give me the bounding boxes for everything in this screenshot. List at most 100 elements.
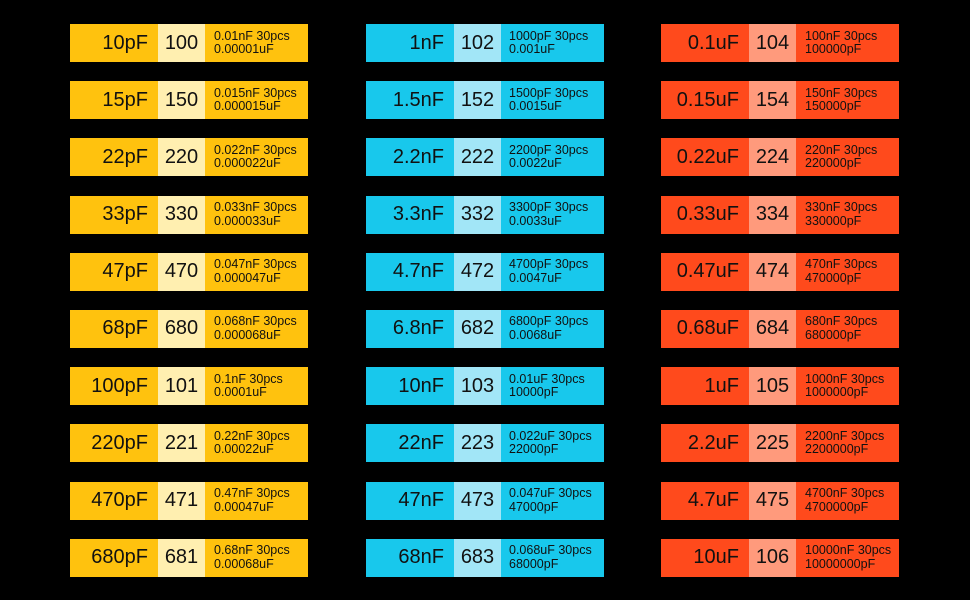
capacitor-row: 0.47uF 474 470nF 30pcs 470000pF — [661, 252, 899, 291]
capacitor-description: 680nF 30pcs 680000pF — [796, 309, 899, 348]
description-line-1: 10000nF 30pcs — [805, 543, 892, 558]
description-line-1: 150nF 30pcs — [805, 85, 878, 100]
capacitance-value: 33pF — [70, 195, 158, 234]
capacitor-code: 334 — [749, 195, 796, 234]
capacitor-description: 1500pF 30pcs 0.0015uF — [501, 81, 604, 120]
capacitor-code: 684 — [749, 309, 796, 348]
description-line-1: 0.047uF 30pcs — [509, 486, 592, 500]
capacitor-row: 68nF 683 0.068uF 30pcs 68000pF — [366, 538, 604, 577]
capacitor-code: 154 — [749, 81, 796, 120]
description-line-2: 330000pF — [805, 213, 862, 228]
capacitor-description: 0.01nF 30pcs 0.00001uF — [205, 24, 308, 62]
capacitor-code: 102 — [454, 24, 501, 62]
capacitance-value: 0.47uF — [661, 252, 749, 291]
capacitance-value: 68nF — [366, 538, 454, 577]
capacitor-code: 221 — [158, 424, 205, 463]
capacitor-row: 0.22uF 224 220nF 30pcs 220000pF — [661, 138, 899, 177]
capacitor-description: 1000pF 30pcs 0.001uF — [501, 24, 604, 62]
capacitor-code: 475 — [749, 481, 796, 520]
capacitor-column: 0.1uF 104 100nF 30pcs 100000pF 0.15uF 154 150n… — [661, 24, 899, 596]
capacitor-description: 6800pF 30pcs 0.0068uF — [501, 309, 604, 348]
capacitor-code: 470 — [158, 252, 205, 291]
capacitor-description: 0.022nF 30pcs 0.000022uF — [205, 138, 308, 177]
description-line-2: 2200000pF — [805, 442, 869, 457]
capacitor-row: 6.8nF 682 6800pF 30pcs 0.0068uF — [366, 309, 604, 348]
description-line-1: 220nF 30pcs — [805, 142, 878, 157]
description-line-2: 0.001uF — [509, 42, 555, 56]
description-line-2: 0.00047uF — [214, 499, 274, 514]
capacitor-description: 4700pF 30pcs 0.0047uF — [501, 252, 604, 291]
description-line-2: 0.00022uF — [214, 442, 274, 457]
capacitor-description: 3300pF 30pcs 0.0033uF — [501, 195, 604, 234]
capacitance-value: 10uF — [661, 538, 749, 577]
capacitor-row: 0.1uF 104 100nF 30pcs 100000pF — [661, 24, 899, 62]
capacitor-code: 683 — [454, 538, 501, 577]
capacitor-row: 22nF 223 0.022uF 30pcs 22000pF — [366, 424, 604, 463]
description-line-1: 0.68nF 30pcs — [214, 543, 290, 558]
capacitor-row: 220pF 221 0.22nF 30pcs 0.00022uF — [70, 424, 308, 463]
description-line-1: 0.1nF 30pcs — [214, 371, 283, 386]
capacitor-row: 10uF 106 10000nF 30pcs 10000000pF — [661, 538, 899, 577]
capacitance-value: 220pF — [70, 424, 158, 463]
description-line-1: 2200nF 30pcs — [805, 428, 885, 443]
capacitance-value: 22nF — [366, 424, 454, 463]
capacitor-code: 223 — [454, 424, 501, 463]
capacitor-row: 0.33uF 334 330nF 30pcs 330000pF — [661, 195, 899, 234]
capacitor-code: 472 — [454, 252, 501, 291]
capacitor-code: 106 — [749, 538, 796, 577]
capacitor-description: 0.015nF 30pcs 0.000015uF — [205, 81, 308, 120]
description-line-2: 470000pF — [805, 270, 862, 285]
capacitance-value: 0.15uF — [661, 81, 749, 120]
description-line-2: 4700000pF — [805, 499, 869, 514]
description-line-1: 0.01nF 30pcs — [214, 28, 290, 43]
capacitance-value: 47pF — [70, 252, 158, 291]
capacitance-value: 22pF — [70, 138, 158, 177]
capacitor-code: 152 — [454, 81, 501, 120]
capacitor-row: 47pF 470 0.047nF 30pcs 0.000047uF — [70, 252, 308, 291]
capacitor-code: 681 — [158, 538, 205, 577]
description-line-1: 6800pF 30pcs — [509, 314, 589, 329]
capacitor-row: 0.68uF 684 680nF 30pcs 680000pF — [661, 309, 899, 348]
description-line-2: 0.000047uF — [214, 270, 281, 285]
capacitor-description: 0.47nF 30pcs 0.00047uF — [205, 481, 308, 520]
capacitor-code: 222 — [454, 138, 501, 177]
capacitor-row: 680pF 681 0.68nF 30pcs 0.00068uF — [70, 538, 308, 577]
capacitor-code: 225 — [749, 424, 796, 463]
capacitor-row: 10nF 103 0.01uF 30pcs 10000pF — [366, 367, 604, 406]
capacitor-code: 471 — [158, 481, 205, 520]
description-line-2: 0.00068uF — [214, 556, 274, 571]
capacitor-code: 104 — [749, 24, 796, 62]
description-line-2: 0.0068uF — [509, 327, 562, 342]
capacitor-description: 2200nF 30pcs 2200000pF — [796, 424, 899, 463]
description-line-1: 1000nF 30pcs — [805, 371, 885, 386]
capacitor-code: 105 — [749, 367, 796, 406]
description-line-2: 22000pF — [509, 442, 559, 457]
description-line-2: 0.000068uF — [214, 327, 281, 342]
capacitance-value: 0.33uF — [661, 195, 749, 234]
capacitor-row: 15pF 150 0.015nF 30pcs 0.000015uF — [70, 81, 308, 120]
capacitor-code: 680 — [158, 309, 205, 348]
capacitor-description: 0.047nF 30pcs 0.000047uF — [205, 252, 308, 291]
capacitor-description: 470nF 30pcs 470000pF — [796, 252, 899, 291]
capacitor-row: 10pF 100 0.01nF 30pcs 0.00001uF — [70, 24, 308, 62]
description-line-2: 0.000033uF — [214, 213, 281, 228]
capacitance-value: 10nF — [366, 367, 454, 406]
capacitor-description: 0.22nF 30pcs 0.00022uF — [205, 424, 308, 463]
capacitor-description: 0.68nF 30pcs 0.00068uF — [205, 538, 308, 577]
description-line-1: 470nF 30pcs — [805, 257, 878, 272]
description-line-2: 0.0033uF — [509, 213, 562, 228]
capacitance-value: 6.8nF — [366, 309, 454, 348]
description-line-1: 0.068nF 30pcs — [214, 314, 297, 329]
capacitor-code: 330 — [158, 195, 205, 234]
capacitance-value: 0.68uF — [661, 309, 749, 348]
capacitor-description: 330nF 30pcs 330000pF — [796, 195, 899, 234]
description-line-1: 0.015nF 30pcs — [214, 85, 297, 100]
capacitor-description: 4700nF 30pcs 4700000pF — [796, 481, 899, 520]
capacitor-code: 103 — [454, 367, 501, 406]
capacitance-value: 470pF — [70, 481, 158, 520]
capacitor-code: 101 — [158, 367, 205, 406]
capacitor-row: 100pF 101 0.1nF 30pcs 0.0001uF — [70, 367, 308, 406]
capacitor-code: 100 — [158, 24, 205, 62]
capacitor-description: 0.01uF 30pcs 10000pF — [501, 367, 604, 406]
capacitor-description: 10000nF 30pcs 10000000pF — [796, 538, 899, 577]
